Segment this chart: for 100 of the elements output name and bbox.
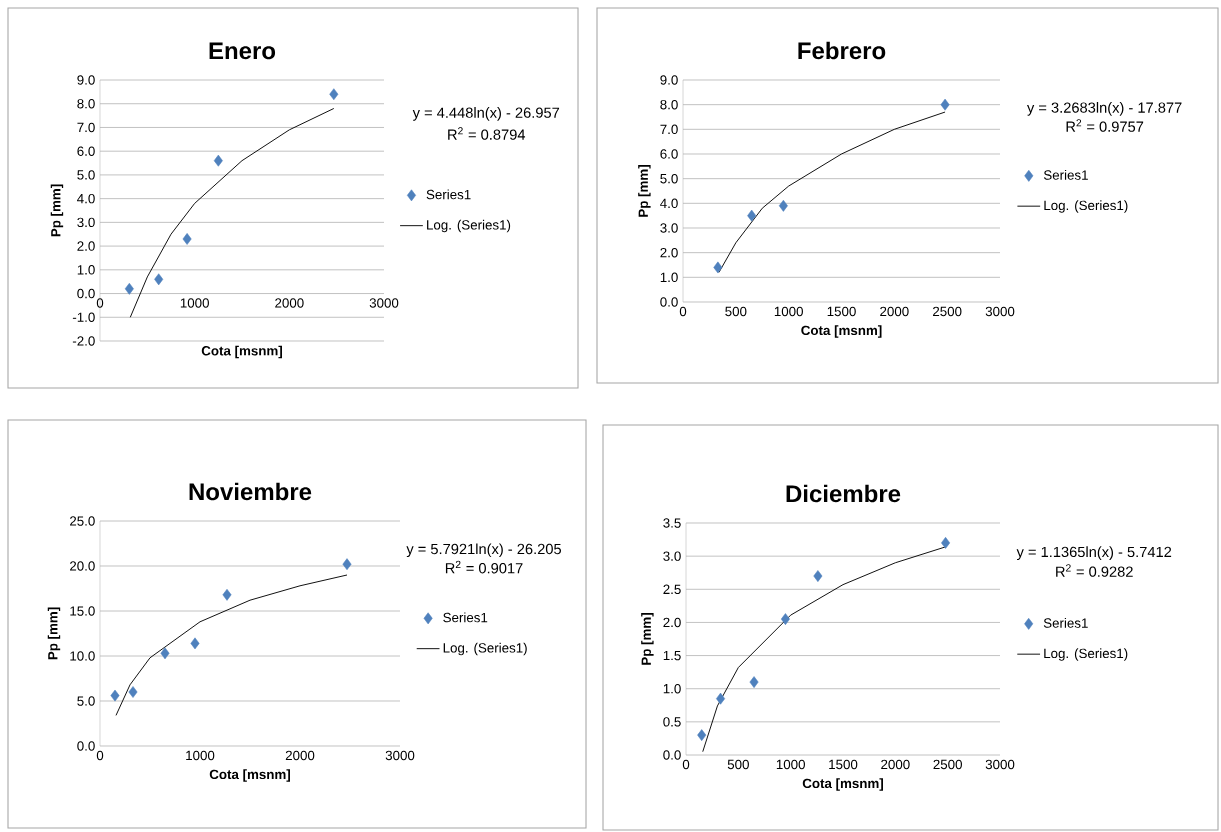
y-tick-label: 0.0 bbox=[660, 297, 678, 307]
x-tick-label: 3000 bbox=[985, 759, 1015, 770]
y-tick-label: 2.0 bbox=[663, 617, 681, 628]
y-tick-label: 1.5 bbox=[663, 650, 681, 661]
y-tick-label: 3.0 bbox=[77, 217, 95, 228]
y-tick-label: 7.0 bbox=[660, 124, 678, 135]
y-axis-title: Pp [mm] bbox=[638, 165, 651, 217]
point bbox=[778, 199, 788, 212]
legend-label: Series1 bbox=[443, 612, 488, 623]
legend-label: Log. (Series1) bbox=[427, 219, 511, 233]
legend-label: Series1 bbox=[1043, 170, 1088, 180]
text: R$^{2}$ = 0.9282 bbox=[1056, 564, 1133, 577]
chart-title: Febrero bbox=[798, 41, 886, 60]
chart-title: Enero bbox=[209, 42, 276, 60]
point bbox=[342, 558, 352, 571]
y-tick-label: 5.0 bbox=[77, 170, 95, 180]
x-tick-label: 3000 bbox=[985, 306, 1015, 317]
x-tick-label: 2000 bbox=[880, 306, 909, 317]
y-tick-label: 1.0 bbox=[663, 684, 681, 694]
y-tick-label: 6.0 bbox=[660, 149, 678, 159]
chart-title: Noviembre bbox=[189, 482, 312, 501]
x-tick-label: 1000 bbox=[186, 750, 215, 761]
y-tick-label: 0.0 bbox=[663, 750, 681, 760]
x-axis-title: Cota [msnm] bbox=[802, 778, 883, 791]
x-tick-label: 0 bbox=[96, 750, 104, 761]
y-tick-label: 7.0 bbox=[77, 122, 95, 133]
point bbox=[716, 692, 726, 705]
x-tick-label: 3000 bbox=[385, 750, 415, 761]
y-tick-label: 1.0 bbox=[660, 272, 678, 283]
x-tick-label: 1000 bbox=[776, 759, 805, 770]
y-tick-label: -1.0 bbox=[72, 312, 95, 322]
legend-label: Log. (Series1) bbox=[443, 642, 527, 656]
x-axis-title: Cota [msnm] bbox=[201, 345, 282, 359]
point bbox=[813, 570, 823, 582]
point bbox=[697, 729, 707, 741]
y-tick-label: 6.0 bbox=[77, 146, 95, 156]
point bbox=[940, 98, 950, 111]
point bbox=[222, 588, 232, 601]
point bbox=[329, 88, 339, 101]
x-tick-label: 2500 bbox=[933, 306, 962, 317]
point bbox=[160, 647, 170, 660]
y-tick-label: -2.0 bbox=[72, 336, 95, 346]
y-tick-label: 25.0 bbox=[70, 516, 95, 526]
y-tick-label: 0.0 bbox=[77, 741, 95, 751]
y-tick-label: 9.0 bbox=[77, 75, 95, 85]
y-axis-title: Pp [mm] bbox=[641, 613, 654, 665]
x-axis-title: Cota [msnm] bbox=[801, 325, 882, 338]
text: R$^{2}$ = 0.9757 bbox=[1066, 119, 1144, 132]
line-series bbox=[115, 574, 348, 716]
y-tick-label: 3.0 bbox=[663, 551, 681, 561]
x-tick-label: 2000 bbox=[285, 750, 315, 761]
point bbox=[110, 689, 120, 702]
y-tick-label: 4.0 bbox=[77, 193, 95, 204]
text: y = 4.448ln(x) - 26.957 bbox=[412, 107, 560, 121]
y-tick-label: 2.0 bbox=[660, 247, 678, 258]
text: y = 1.1365ln(x) - 5.7412 bbox=[1016, 546, 1172, 560]
y-tick-label: 2.0 bbox=[77, 241, 95, 251]
point bbox=[128, 686, 138, 698]
point bbox=[749, 676, 759, 688]
legend-label: Log. (Series1) bbox=[1044, 200, 1128, 213]
point bbox=[154, 273, 164, 286]
legend-label: Log. (Series1) bbox=[1044, 648, 1128, 661]
point bbox=[124, 282, 134, 295]
y-tick-label: 3.5 bbox=[663, 518, 681, 528]
y-tick-label: 5.0 bbox=[77, 696, 95, 706]
y-tick-label: 8.0 bbox=[660, 99, 678, 110]
point bbox=[780, 613, 790, 625]
point bbox=[190, 637, 200, 650]
y-axis-title: Pp [mm] bbox=[50, 184, 64, 237]
text: R$^{2}$ = 0.8794 bbox=[448, 127, 526, 140]
y-tick-label: 3.0 bbox=[660, 223, 678, 233]
y-tick-label: 5.0 bbox=[660, 173, 678, 184]
x-axis-title: Cota [msnm] bbox=[209, 769, 290, 782]
y-tick-label: 15.0 bbox=[70, 606, 95, 616]
y-tick-label: 2.5 bbox=[663, 584, 681, 594]
y-tick-label: 20.0 bbox=[70, 561, 95, 571]
y-tick-label: 1.0 bbox=[77, 265, 95, 275]
y-tick-label: 0.5 bbox=[663, 717, 681, 727]
text: y = 3.2683ln(x) - 17.877 bbox=[1027, 102, 1182, 116]
legend-label: Series1 bbox=[426, 189, 471, 200]
y-tick-label: 10.0 bbox=[70, 651, 95, 661]
x-tick-label: 0 bbox=[682, 759, 690, 770]
x-tick-label: 1500 bbox=[827, 306, 856, 317]
y-tick-label: 4.0 bbox=[660, 198, 678, 209]
line-series bbox=[129, 108, 335, 318]
y-tick-label: 8.0 bbox=[77, 99, 95, 109]
legend-label: Series1 bbox=[1043, 618, 1088, 628]
x-tick-label: 3000 bbox=[369, 298, 399, 308]
point bbox=[182, 233, 192, 245]
y-axis-title: Pp [mm] bbox=[47, 607, 61, 660]
point bbox=[213, 154, 223, 167]
x-tick-label: 1000 bbox=[774, 306, 803, 317]
x-tick-label: 1500 bbox=[829, 759, 858, 770]
point bbox=[747, 209, 757, 222]
x-tick-label: 500 bbox=[725, 306, 747, 317]
x-tick-label: 2000 bbox=[275, 298, 304, 308]
y-tick-label: 9.0 bbox=[660, 75, 678, 85]
text: y = 5.7921ln(x) - 26.205 bbox=[406, 543, 562, 558]
y-tick-label: 0.0 bbox=[77, 288, 95, 299]
point bbox=[713, 261, 723, 274]
